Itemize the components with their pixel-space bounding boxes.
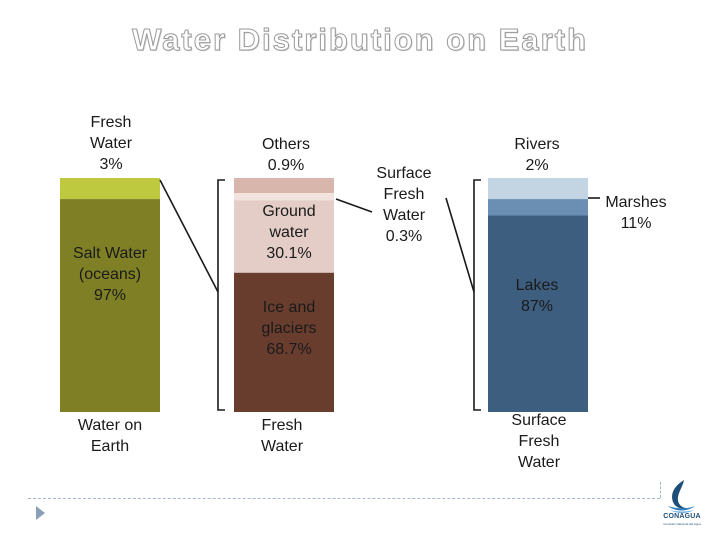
label-water-on-earth: Water on Earth: [77, 417, 143, 455]
footer-divider: [28, 498, 660, 499]
label-fresh-water-3: Fresh Water 3%: [89, 114, 133, 173]
bracket-fresh-water: [217, 179, 225, 411]
label-surface-fresh-water: Surface Fresh Water 0.3%: [376, 165, 432, 245]
callout-line-fresh-to-bracket: [159, 179, 219, 293]
bar-segment-fresh-water-surface-fresh-water: [234, 193, 334, 201]
label-ice-glaciers: Ice and glaciers 68.7%: [261, 299, 317, 358]
bar-segment-surface-fresh-water-rivers: [488, 178, 588, 200]
label-lakes: Lakes 87%: [515, 277, 559, 315]
conagua-logo-icon: [668, 480, 695, 513]
callout-line-surface-to-bracket: [445, 197, 475, 293]
label-marshes: Marshes 11%: [605, 194, 667, 232]
label-salt-water: Salt Water (oceans) 97%: [72, 245, 148, 304]
logo-subtext: Comisión Nacional del Agua: [663, 522, 701, 526]
bar-segment-water-on-earth-fresh-water: [60, 178, 160, 200]
bar-segment-water-on-earth-salt-water-oceans: [60, 199, 160, 412]
bar-segment-fresh-water-ground-water: [234, 200, 334, 273]
label-ground-water: Ground water 30.1%: [262, 203, 316, 262]
bar-segment-surface-fresh-water-lakes: [488, 215, 588, 412]
label-fresh-water-bar: Fresh Water: [260, 417, 304, 455]
bar-segment-surface-fresh-water-marshes: [488, 199, 588, 216]
label-rivers: Rivers 2%: [514, 136, 560, 174]
chart-title: Water Distribution on Earth: [132, 22, 588, 58]
footer-divider-tick: [660, 482, 661, 498]
bar-segment-fresh-water-ice-and-glaciers: [234, 272, 334, 412]
callout-line-surface-slice: [335, 198, 373, 213]
logo-text: CONAGUA: [663, 513, 701, 520]
bar-segment-fresh-water-others: [234, 178, 334, 194]
label-surface-fresh-water-bar: Surface Fresh Water: [511, 412, 567, 471]
label-others: Others 0.9%: [261, 136, 310, 174]
next-arrow-icon[interactable]: [36, 506, 45, 520]
bracket-surface-fresh-water: [473, 179, 481, 411]
